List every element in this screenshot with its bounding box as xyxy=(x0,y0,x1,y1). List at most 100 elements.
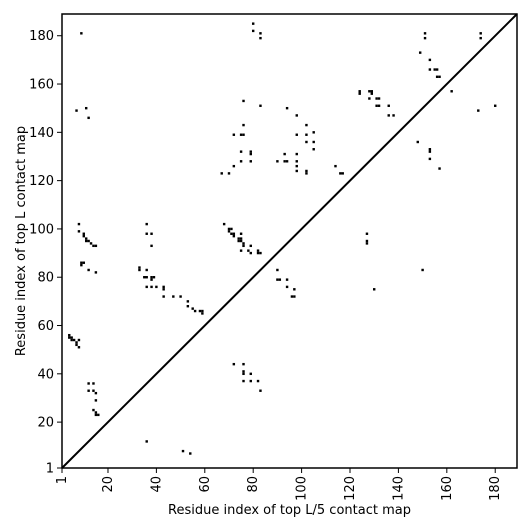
contact-point-lower xyxy=(242,244,245,248)
contact-point-lower xyxy=(249,251,252,255)
contact-point-lower xyxy=(201,312,204,315)
contact-point-lower xyxy=(421,268,424,272)
contact-point-upper xyxy=(387,114,390,117)
contact-point-upper xyxy=(334,164,337,168)
contact-point-lower xyxy=(80,261,83,264)
contact-point-lower xyxy=(145,222,148,226)
contact-point-upper xyxy=(251,29,255,33)
contact-point-upper xyxy=(368,97,371,100)
contact-point-lower xyxy=(138,268,141,272)
contact-point-upper xyxy=(84,106,88,110)
contact-point-upper xyxy=(479,32,482,35)
contact-point-lower xyxy=(162,288,165,291)
contact-point-lower xyxy=(198,309,202,313)
contact-point-lower xyxy=(259,389,262,392)
contact-point-lower xyxy=(242,242,245,245)
contact-point-lower xyxy=(239,239,243,243)
contact-point-lower xyxy=(94,399,98,402)
contact-point-lower xyxy=(239,237,243,240)
contact-point-lower xyxy=(82,232,85,235)
contact-point-lower xyxy=(75,341,78,344)
contact-point-upper xyxy=(418,51,422,54)
contact-point-upper xyxy=(295,152,298,156)
contact-point-lower xyxy=(278,278,282,281)
contact-point-lower xyxy=(87,239,90,243)
contact-point-upper xyxy=(295,169,298,173)
contact-point-lower xyxy=(150,276,153,279)
contact-point-upper xyxy=(87,116,90,120)
contact-point-upper xyxy=(242,123,245,127)
contact-point-upper xyxy=(251,22,255,25)
x-tick-label: 60 xyxy=(198,476,213,493)
contact-point-upper xyxy=(249,152,252,156)
contact-point-upper xyxy=(239,160,243,163)
contact-point-lower xyxy=(80,263,83,267)
contact-point-lower xyxy=(72,338,76,342)
contact-point-upper xyxy=(80,32,83,35)
plot-frame xyxy=(61,13,518,469)
contact-point-lower xyxy=(162,295,165,298)
contact-point-lower xyxy=(77,222,81,226)
contact-point-upper xyxy=(375,97,378,100)
contact-point-upper xyxy=(285,160,289,163)
contact-point-lower xyxy=(222,222,226,226)
contact-point-lower xyxy=(150,232,153,235)
contact-point-lower xyxy=(372,288,376,291)
y-tick-label: 160 xyxy=(29,78,54,93)
contact-point-lower xyxy=(232,234,236,238)
contact-point-upper xyxy=(295,160,298,163)
contact-point-upper xyxy=(479,36,482,40)
contact-point-upper xyxy=(239,133,243,136)
contact-point-lower xyxy=(87,389,90,392)
x-tick-label: 100 xyxy=(295,476,310,501)
y-tick-label: 40 xyxy=(37,367,54,382)
y-tick-label: 100 xyxy=(29,222,54,237)
contact-point-upper xyxy=(375,104,378,107)
contact-point-upper xyxy=(387,104,390,107)
contact-point-lower xyxy=(428,148,432,151)
contact-point-lower xyxy=(201,309,204,313)
contact-point-upper xyxy=(305,169,308,173)
contact-point-lower xyxy=(152,276,156,279)
contact-point-lower xyxy=(239,232,243,235)
contact-point-lower xyxy=(247,249,250,252)
contact-point-lower xyxy=(92,389,95,392)
x-tick-label: 1 xyxy=(55,476,70,484)
contact-point-upper xyxy=(305,140,308,144)
contact-point-lower xyxy=(150,285,153,289)
contact-point-lower xyxy=(77,338,81,342)
contact-point-upper xyxy=(283,152,286,156)
contact-point-upper xyxy=(423,36,427,40)
y-tick-label: 120 xyxy=(29,174,54,189)
contact-point-upper xyxy=(276,160,279,163)
contact-point-lower xyxy=(145,232,148,235)
contact-point-lower xyxy=(237,239,240,243)
contact-point-lower xyxy=(242,362,245,366)
contact-point-upper xyxy=(377,104,381,107)
contact-point-lower xyxy=(70,336,73,339)
contact-point-lower xyxy=(94,271,98,274)
contact-point-lower xyxy=(365,232,369,235)
contact-point-lower xyxy=(256,379,260,383)
contact-point-upper xyxy=(435,75,439,78)
contact-point-lower xyxy=(237,237,240,240)
contact-point-lower xyxy=(77,346,81,349)
contact-point-upper xyxy=(249,160,252,163)
y-tick-label: 1 xyxy=(46,462,54,477)
contact-point-lower xyxy=(82,261,85,264)
contact-point-lower xyxy=(438,167,441,170)
contact-point-upper xyxy=(438,75,441,78)
contact-point-upper xyxy=(285,106,289,110)
contact-point-lower xyxy=(186,304,190,308)
contact-point-lower xyxy=(242,379,245,383)
contact-point-lower xyxy=(145,440,148,443)
contact-point-lower xyxy=(94,391,98,395)
contact-point-upper xyxy=(435,68,439,71)
ticks-layer: 1 20 40 60 80 100 120 140 160 1801204060801001201… xyxy=(29,29,503,501)
contact-point-lower xyxy=(227,227,231,231)
contact-point-lower xyxy=(293,295,296,298)
contact-point-lower xyxy=(230,232,233,235)
contact-point-lower xyxy=(416,140,419,144)
contact-point-lower xyxy=(428,150,432,153)
contact-point-upper xyxy=(370,90,373,93)
